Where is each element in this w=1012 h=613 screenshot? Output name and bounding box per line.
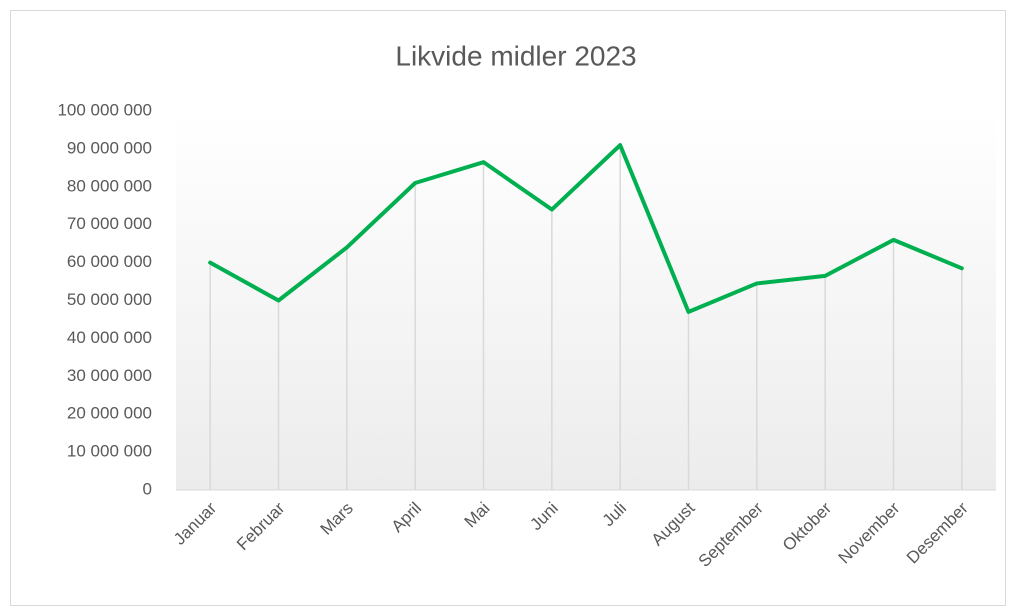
y-tick-label: 20 000 000: [67, 404, 152, 423]
y-tick-label: 30 000 000: [67, 366, 152, 385]
y-tick-label: 60 000 000: [67, 252, 152, 271]
plot-area: [176, 111, 996, 490]
y-tick-label: 0: [143, 479, 152, 498]
y-tick-label: 40 000 000: [67, 328, 152, 347]
y-tick-label: 70 000 000: [67, 214, 152, 233]
y-tick-label: 80 000 000: [67, 176, 152, 195]
y-tick-label: 90 000 000: [67, 138, 152, 157]
y-tick-label: 50 000 000: [67, 290, 152, 309]
data-line: [208, 143, 964, 314]
chart-title: Likvide midler 2023: [395, 40, 636, 71]
y-tick-label: 10 000 000: [67, 442, 152, 461]
y-tick-label: 100 000 000: [57, 100, 152, 119]
